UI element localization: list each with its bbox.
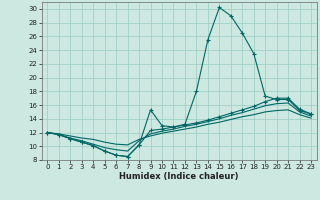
X-axis label: Humidex (Indice chaleur): Humidex (Indice chaleur) — [119, 172, 239, 181]
